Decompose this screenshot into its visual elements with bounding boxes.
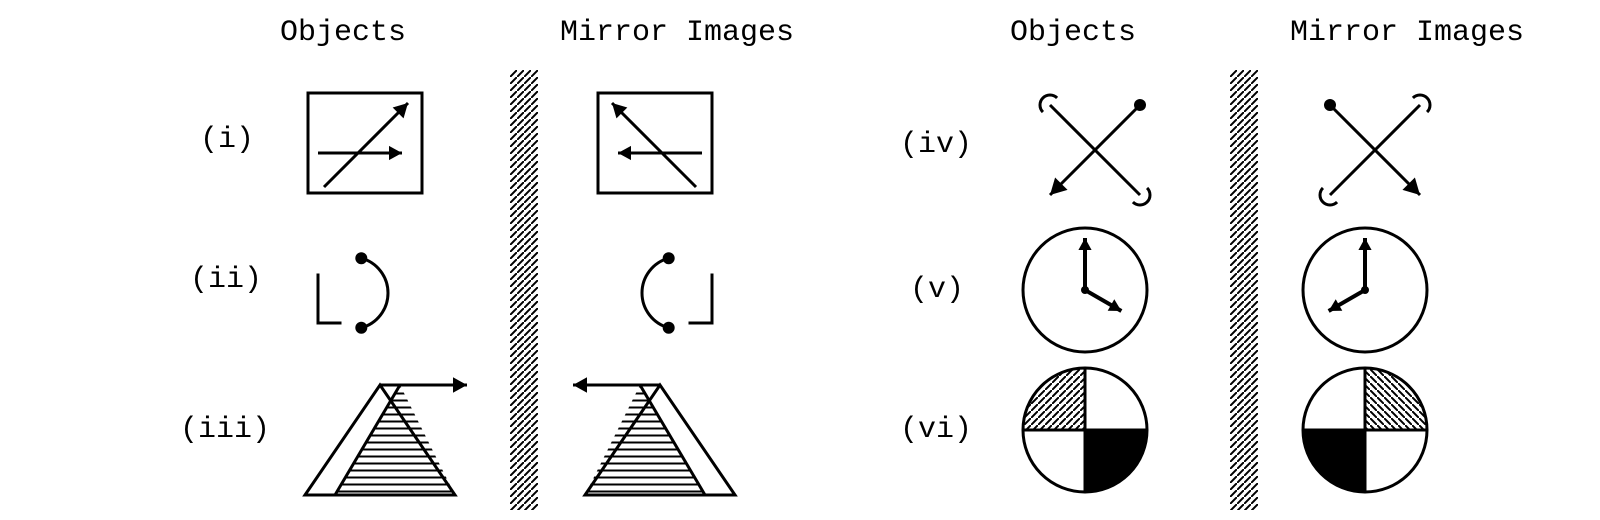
label-ii: (ii) <box>190 265 262 295</box>
label-iv: (iv) <box>900 130 972 160</box>
fig-iii-mirror <box>555 355 755 515</box>
header-right-mirror: Mirror Images <box>1290 18 1524 48</box>
fig-vi-object <box>1010 355 1160 505</box>
header-left-objects: Objects <box>280 18 406 48</box>
fig-v-mirror <box>1290 215 1440 365</box>
fig-vi-mirror <box>1290 355 1440 505</box>
header-left-mirror: Mirror Images <box>560 18 794 48</box>
fig-iv-object <box>1020 75 1170 225</box>
fig-ii-object <box>300 225 450 345</box>
fig-i-mirror <box>580 75 730 225</box>
fig-i-object <box>290 75 440 225</box>
fig-ii-mirror <box>580 225 730 345</box>
label-v: (v) <box>910 275 964 305</box>
fig-v-object <box>1010 215 1160 365</box>
fig-iii-object <box>285 355 485 515</box>
mirror-right <box>1230 70 1258 510</box>
page: Objects Mirror Images Objects Mirror Ima… <box>0 0 1600 520</box>
label-vi: (vi) <box>900 415 972 445</box>
mirror-left <box>510 70 538 510</box>
label-i: (i) <box>200 125 254 155</box>
header-right-objects: Objects <box>1010 18 1136 48</box>
fig-iv-mirror <box>1300 75 1450 225</box>
label-iii: (iii) <box>180 415 270 445</box>
